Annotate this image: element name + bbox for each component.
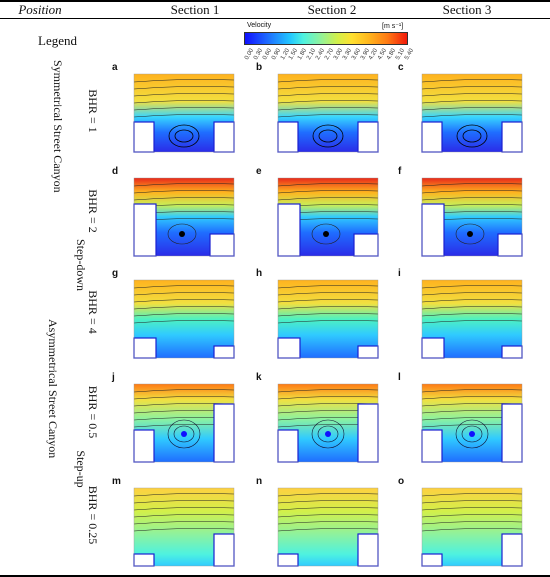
panel-label-i: i: [398, 268, 401, 279]
panel-label-e: e: [256, 166, 262, 177]
flow-field-panel-o: [418, 486, 526, 570]
panel-label-c: c: [398, 62, 404, 73]
flow-field-panel-e: [274, 176, 382, 260]
header-rule: [0, 18, 550, 19]
panel-label-k: k: [256, 372, 262, 383]
colorbar: [244, 32, 408, 45]
bhr-label-4: BHR = 0.5: [86, 385, 100, 439]
panel-label-n: n: [256, 476, 263, 487]
panel-label-f: f: [398, 166, 402, 177]
flow-field-panel-i: [418, 278, 526, 362]
colorbar-tick: 0.00: [244, 47, 256, 61]
panel-label-a: a: [112, 62, 118, 73]
panel-label-d: d: [112, 166, 119, 177]
panel-label-h: h: [256, 268, 263, 279]
bhr-label-2: BHR = 2: [86, 189, 100, 233]
flow-field-panel-j: [130, 382, 238, 466]
flow-field-panel-b: [274, 72, 382, 156]
flow-field-panel-a: [130, 72, 238, 156]
flow-field-panel-d: [130, 176, 238, 260]
flow-field-panel-c: [418, 72, 526, 156]
flow-field-panel-k: [274, 382, 382, 466]
header-position: Position: [18, 2, 62, 17]
colorbar-title: Velocity: [247, 22, 272, 29]
bottom-rule: [0, 575, 550, 577]
header-section-1: Section 1: [170, 2, 220, 17]
row-label-asymmetrical: Asymmetrical Street Canyon: [31, 319, 60, 458]
symmetrical-text: Symmetrical Street Canyon: [51, 60, 65, 193]
row-label-symmetrical: Symmetrical Street Canyon: [36, 60, 65, 193]
flow-field-panel-m: [130, 486, 238, 570]
panel-label-g: g: [112, 268, 119, 279]
top-rule: [0, 0, 550, 2]
bhr-label-3: BHR = 4: [86, 290, 100, 334]
panel-label-b: b: [256, 62, 263, 73]
panel-label-m: m: [112, 476, 121, 487]
bhr-label-5: BHR = 0.25: [86, 485, 100, 545]
panel-label-j: j: [112, 372, 115, 383]
header-section-3: Section 3: [442, 2, 492, 17]
flow-field-panel-l: [418, 382, 526, 466]
colorbar-unit: [m s⁻¹]: [382, 23, 404, 30]
step-up-text: Step-up: [74, 450, 88, 488]
panel-label-o: o: [398, 476, 405, 487]
panel-label-l: l: [398, 372, 401, 383]
header-section-2: Section 2: [307, 2, 357, 17]
bhr-label-1: BHR = 1: [86, 89, 100, 133]
flow-field-panel-f: [418, 176, 526, 260]
flow-field-panel-n: [274, 486, 382, 570]
asymmetrical-text: Asymmetrical Street Canyon: [46, 319, 60, 459]
legend-label: Legend: [38, 33, 77, 48]
flow-field-panel-h: [274, 278, 382, 362]
flow-field-panel-g: [130, 278, 238, 362]
